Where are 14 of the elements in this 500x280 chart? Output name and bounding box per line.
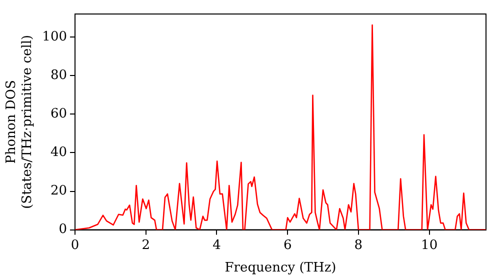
x-tick-label: 2 [142, 238, 150, 253]
x-tick-label: 6 [283, 238, 292, 253]
y-tick-label: 100 [42, 29, 68, 44]
y-tick-label: 60 [50, 106, 68, 122]
y-tick-label: 80 [50, 68, 68, 84]
x-tick-label: 4 [212, 238, 221, 253]
y-axis-title: Phonon DOS (States/THz·primitive cell) [4, 34, 35, 209]
x-tick-label: 10 [421, 238, 438, 253]
x-axis-title: Frequency (THz) [224, 260, 336, 276]
y-tick-label: 40 [50, 145, 68, 160]
y-tick-label: 0 [58, 222, 68, 238]
x-tick-label: 8 [354, 238, 363, 253]
y-tick-label: 20 [50, 184, 68, 199]
x-tick-label: 0 [70, 238, 80, 253]
